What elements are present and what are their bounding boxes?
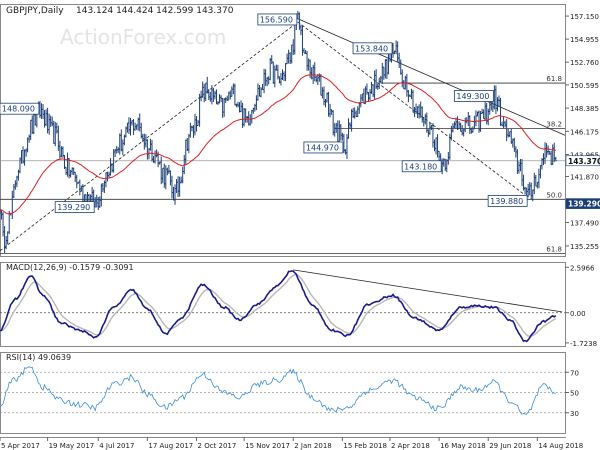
- y-tick-label: 152.760: [570, 59, 599, 67]
- trendline: [0, 21, 299, 252]
- moving-average-line: [0, 74, 556, 215]
- trendline: [297, 21, 529, 198]
- x-tick-label: 2 Apr 2018: [391, 442, 430, 450]
- x-tick-label: 16 May 2018: [440, 442, 486, 450]
- x-tick-label: 15 Feb 2018: [343, 442, 387, 450]
- rsi-line: [0, 366, 556, 415]
- price-annotation: 144.970: [306, 143, 339, 152]
- price-annotation-box: [257, 13, 298, 26]
- x-tick-label: 17 Aug 2017: [148, 442, 193, 450]
- price-annotation: 156.590: [260, 15, 293, 24]
- macd-panel-frame: [0, 262, 566, 347]
- ohlc-readout: 143.124 144.424 142.599 143.370: [76, 6, 234, 16]
- y-tick-label: 146.175: [570, 128, 599, 136]
- price-annotation-box: [487, 195, 528, 207]
- y-tick-label: 135.255: [570, 243, 599, 251]
- support-tag: 139.290: [568, 200, 600, 209]
- x-tick-label: 4 Jul 2017: [99, 442, 134, 450]
- y-tick-label: 150.595: [570, 82, 599, 90]
- fib-level-label: 61.8: [546, 245, 562, 253]
- y-tick-label: 157.150: [570, 13, 599, 21]
- price-annotation: 153.840: [355, 44, 388, 53]
- y-tick-label: 154.955: [570, 36, 599, 44]
- last-price-tag: 143.370: [568, 157, 600, 166]
- price-annotation-box: [453, 90, 494, 102]
- y-tick-label: 141.870: [570, 174, 599, 182]
- price-annotation-box: [303, 141, 344, 154]
- trendline: [297, 18, 566, 136]
- price-annotation-box: [0, 102, 40, 115]
- price-annotation-box: [54, 201, 95, 214]
- x-tick-label: 15 Nov 2017: [245, 442, 290, 450]
- price-annotation: 139.880: [490, 197, 523, 206]
- macd-y-tick-label: 0.00: [570, 310, 586, 318]
- fib-level-label: 61.8: [546, 75, 562, 83]
- macd-y-tick-label: 2.5966: [570, 264, 595, 272]
- y-tick-label: 137.490: [570, 220, 599, 228]
- x-tick-label: 14 Aug 2018: [538, 442, 583, 450]
- x-tick-label: 2 Oct 2017: [198, 442, 237, 450]
- x-tick-label: 19 May 2017: [49, 442, 95, 450]
- price-annotation: 143.180: [404, 162, 437, 171]
- macd-title: MACD(12,26,9) -0.1579 -0.3091: [6, 263, 134, 272]
- last-price-tag-box: [565, 155, 600, 167]
- rsi-y-tick-label: 30: [570, 410, 579, 418]
- macd-signal-line: [0, 274, 557, 338]
- macd-y-tick-label: -1.7238: [570, 340, 597, 348]
- price-panel-frame: [0, 4, 566, 257]
- y-tick-label: 148.385: [570, 105, 599, 113]
- rsi-title: RSI(14) 49.0639: [6, 353, 71, 362]
- price-title: GBPJPY,Daily: [6, 6, 64, 16]
- price-annotation: 148.090: [2, 105, 35, 114]
- x-tick-label: 2 Jan 2018: [294, 442, 332, 450]
- fib-level-label: 38.2: [546, 121, 562, 129]
- rsi-y-tick-label: 50: [570, 390, 579, 398]
- fib-level-label: 50.0: [546, 191, 562, 199]
- x-tick-label: 29 Jun 2018: [489, 442, 531, 450]
- support-tag-box: [565, 198, 600, 209]
- price-annotation: 139.290: [57, 203, 90, 212]
- macd-trendline: [293, 269, 562, 313]
- rsi-y-tick-label: 70: [570, 369, 579, 377]
- price-annotation-box: [352, 42, 393, 55]
- price-annotation: 149.300: [456, 92, 489, 101]
- x-tick-label: 5 Apr 2017: [1, 442, 40, 450]
- macd-line: [0, 270, 557, 343]
- price-annotation-box: [401, 160, 442, 173]
- watermark: ActionForex.com: [60, 25, 226, 49]
